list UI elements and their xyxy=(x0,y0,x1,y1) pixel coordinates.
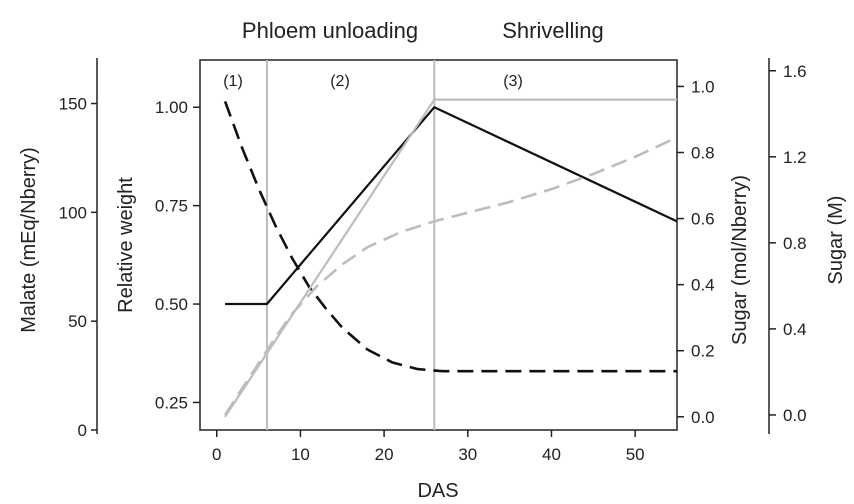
x-tick-label-3: 30 xyxy=(458,445,477,464)
header-label-phloem-unloading: Phloem unloading xyxy=(242,18,418,43)
x-tick-label-1: 10 xyxy=(291,445,310,464)
sugar_M-tick-label-4: 1.6 xyxy=(783,62,807,81)
x-tick-label-4: 40 xyxy=(542,445,561,464)
plot-frame xyxy=(199,59,678,431)
phase-label-3: (3) xyxy=(503,73,523,90)
sugar_mol-tick-label-4: 0.8 xyxy=(691,144,715,163)
series-layer xyxy=(223,98,678,418)
series-line-malate xyxy=(223,100,677,373)
sugar_mol-tick-label-5: 1.0 xyxy=(691,77,715,96)
series-line-sugar-M xyxy=(224,136,678,416)
malate-tick-label-1: 50 xyxy=(68,312,87,331)
malate-tick-label-3: 150 xyxy=(59,95,87,114)
sugar_M-tick-label-3: 1.2 xyxy=(783,148,807,167)
header-label-shrivelling: Shrivelling xyxy=(502,18,604,43)
sugar_mol-tick-label-1: 0.2 xyxy=(691,342,715,361)
malate-tick-label-0: 0 xyxy=(78,421,87,440)
x-tick-label-0: 0 xyxy=(212,445,221,464)
malate-tick-label-2: 100 xyxy=(59,203,87,222)
relative_weight-tick-label-3: 1.00 xyxy=(155,98,188,117)
relative_weight-tick-label-0: 0.25 xyxy=(155,393,188,412)
x-axis-title: DAS xyxy=(417,480,458,502)
phase-label-1: (1) xyxy=(223,73,243,90)
sugar_mol-tick-label-3: 0.6 xyxy=(691,210,715,229)
phase-boundary-lines xyxy=(265,60,436,430)
sugar_mol-tick-label-0: 0.0 xyxy=(691,408,715,427)
axes-layer: 0 10 20 30 40 50 0.25 0.50 0.75 1.00 0 50 100 150 0.0 0… xyxy=(59,58,807,464)
sugar_M-tick-label-0: 0.0 xyxy=(783,406,807,425)
y-axis-title-malate: Malate (mEq/Nberry) xyxy=(18,147,40,333)
relative_weight-tick-label-1: 0.50 xyxy=(155,295,188,314)
sugar_M-tick-label-1: 0.4 xyxy=(783,320,807,339)
phase-label-2: (2) xyxy=(330,73,350,90)
x-tick-label-2: 20 xyxy=(375,445,394,464)
sugar_M-tick-label-2: 0.8 xyxy=(783,234,807,253)
sugar_mol-tick-label-2: 0.4 xyxy=(691,276,715,295)
x-tick-label-5: 50 xyxy=(626,445,645,464)
y-axis-title-sugar-mol: Sugar (mol/Nberry) xyxy=(729,175,751,345)
relative_weight-tick-label-2: 0.75 xyxy=(155,197,188,216)
y-axis-title-relative-weight: Relative weight xyxy=(115,177,137,313)
series-line-relative-weight xyxy=(225,106,678,306)
y-axis-title-sugar-m: Sugar (M) xyxy=(825,196,847,285)
